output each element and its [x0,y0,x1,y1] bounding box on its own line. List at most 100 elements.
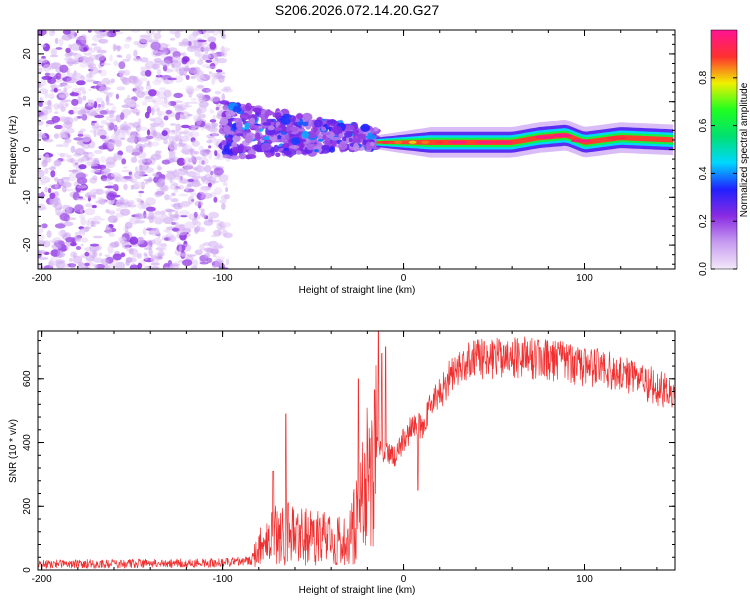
noise-cell [38,169,45,178]
noise-cell [39,182,46,186]
noise-cell [225,186,229,193]
noise-cell [201,149,206,157]
transition-cell [238,143,244,153]
noise-cell [119,204,129,209]
noise-cell [81,136,91,143]
noise-cell [171,222,176,225]
spectrogram-y-axis-label: Frequency (Hz) [8,116,19,185]
noise-cell [77,185,88,189]
transition-cell [280,137,286,143]
noise-cell [68,258,74,262]
noise-cell [171,192,176,197]
noise-cell [62,30,71,35]
noise-cell [151,50,162,58]
noise-cell [142,101,148,106]
noise-cell [158,42,169,50]
noise-cell [55,144,65,148]
noise-cell [211,132,219,137]
noise-cell [38,128,42,134]
noise-cell [204,46,209,55]
noise-cell [188,101,199,104]
transition-cell [260,139,265,143]
noise-cell [82,90,87,95]
noise-cell [194,226,201,233]
noise-cell [209,109,215,114]
noise-cell [133,49,138,58]
noise-cell [159,49,169,55]
noise-cell [178,138,183,145]
noise-cell [210,219,221,223]
noise-cell [77,96,83,105]
noise-cell [179,252,190,257]
noise-cell [93,46,102,51]
transition-cell [229,155,240,160]
transition-cell [306,143,315,151]
noise-cell [96,33,105,39]
noise-cell [188,59,196,65]
noise-cell [214,90,222,95]
noise-cell [114,45,120,50]
noise-cell [130,156,138,163]
noise-cell [214,76,219,81]
noise-cell [127,204,137,208]
noise-cell [175,222,179,229]
noise-cell [123,166,128,169]
noise-cell [215,74,226,79]
noise-cell [104,254,111,258]
noise-cell [38,193,46,198]
noise-cell [100,170,108,176]
noise-cell [137,262,143,269]
noise-cell [75,36,85,41]
noise-cell [98,252,103,257]
noise-cell [78,87,86,91]
noise-cell [113,60,119,67]
transition-cell [295,118,300,123]
noise-cell [75,246,82,250]
signal-peak [552,133,573,138]
noise-cell [124,37,132,43]
noise-cell [61,34,72,41]
noise-cell [38,257,49,260]
noise-cell [108,30,118,34]
colorbar-tick-label: 0.4 [698,166,709,180]
noise-cell [83,52,92,56]
noise-cell [80,128,86,132]
noise-cell [107,245,114,254]
transition-cell [223,125,231,133]
noise-cell [71,98,79,106]
noise-cell [116,31,124,35]
noise-cell [126,137,138,143]
transition-cell [326,119,337,124]
noise-cell [60,99,72,102]
noise-cell [120,208,131,216]
transition-cell [249,124,259,129]
transition-cell [233,117,242,123]
noise-cell [105,96,110,105]
noise-cell [141,157,153,163]
noise-cell [51,115,61,123]
noise-cell [188,33,197,42]
noise-cell [59,263,70,269]
noise-cell [183,67,191,72]
noise-cell [65,103,69,107]
colorbar-bar [711,30,737,269]
signal-peak [421,140,430,144]
noise-cell [155,150,163,154]
noise-cell [221,202,226,210]
noise-cell [157,30,162,34]
colorbar-tick-label: 0.6 [698,118,709,132]
snr-x-axis-label: Height of straight line (km) [299,585,416,596]
noise-cell [164,229,172,234]
noise-cell [215,69,223,73]
transition-cell [232,106,242,113]
noise-cell [41,75,53,80]
noise-cell [59,64,69,73]
noise-cell [161,100,171,108]
noise-cell [198,71,204,79]
noise-cell [187,113,193,117]
transition-cell [301,130,310,139]
noise-cell [175,112,181,121]
noise-cell [73,109,79,115]
noise-cell [184,131,194,138]
noise-cell [132,121,141,129]
